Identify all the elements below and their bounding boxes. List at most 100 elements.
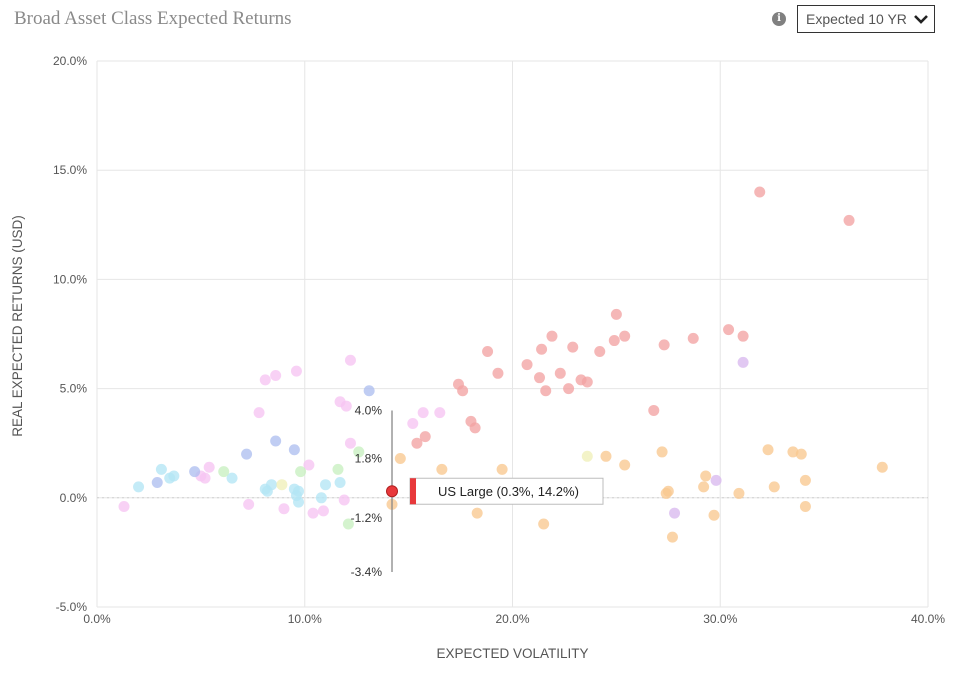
- data-point[interactable]: [320, 479, 332, 491]
- data-point[interactable]: [344, 354, 356, 366]
- data-point[interactable]: [340, 400, 352, 412]
- data-point[interactable]: [554, 367, 566, 379]
- data-point[interactable]: [471, 507, 483, 519]
- data-point[interactable]: [118, 501, 130, 513]
- data-point[interactable]: [155, 463, 167, 475]
- data-point[interactable]: [610, 308, 622, 320]
- data-point[interactable]: [133, 481, 145, 493]
- data-point[interactable]: [754, 186, 766, 198]
- data-point[interactable]: [648, 404, 660, 416]
- data-point[interactable]: [540, 385, 552, 397]
- data-point[interactable]: [315, 492, 327, 504]
- data-point[interactable]: [419, 431, 431, 443]
- data-point[interactable]: [266, 479, 278, 491]
- data-point[interactable]: [619, 459, 631, 471]
- data-point[interactable]: [795, 448, 807, 460]
- highlighted-point[interactable]: [386, 485, 399, 498]
- info-icon[interactable]: i: [772, 12, 786, 26]
- data-point[interactable]: [666, 531, 678, 543]
- data-point[interactable]: [660, 487, 672, 499]
- data-point[interactable]: [581, 376, 593, 388]
- data-point[interactable]: [619, 330, 631, 342]
- tooltip-label: US Large (0.3%, 14.2%): [438, 484, 579, 499]
- data-point[interactable]: [546, 330, 558, 342]
- data-point[interactable]: [534, 372, 546, 384]
- data-point[interactable]: [843, 214, 855, 226]
- data-point[interactable]: [710, 474, 722, 486]
- data-point[interactable]: [799, 501, 811, 513]
- data-point[interactable]: [334, 477, 346, 489]
- highlight-layer: 4.0% 1.8% -1.2% -3.4% US Large (0.3%, 14.2%): [351, 403, 604, 579]
- data-point[interactable]: [270, 369, 282, 381]
- data-point[interactable]: [189, 466, 201, 478]
- data-point[interactable]: [787, 446, 799, 458]
- data-point[interactable]: [581, 450, 593, 462]
- data-point[interactable]: [698, 481, 710, 493]
- data-point[interactable]: [276, 479, 288, 491]
- data-point[interactable]: [407, 418, 419, 430]
- data-point[interactable]: [492, 367, 504, 379]
- data-point[interactable]: [434, 407, 446, 419]
- data-point[interactable]: [417, 407, 429, 419]
- tooltip-box: [409, 477, 604, 505]
- data-point[interactable]: [700, 470, 712, 482]
- data-point[interactable]: [278, 503, 290, 515]
- data-point[interactable]: [394, 452, 406, 464]
- data-point[interactable]: [733, 487, 745, 499]
- data-point[interactable]: [303, 459, 315, 471]
- data-point[interactable]: [658, 339, 670, 351]
- data-point[interactable]: [344, 437, 356, 449]
- data-point[interactable]: [243, 498, 255, 510]
- data-point[interactable]: [295, 466, 307, 478]
- data-point[interactable]: [290, 365, 302, 377]
- data-point[interactable]: [241, 448, 253, 460]
- data-point[interactable]: [253, 407, 265, 419]
- horizon-select[interactable]: Expected 10 YR: [797, 5, 935, 33]
- data-point[interactable]: [151, 477, 163, 489]
- data-point[interactable]: [436, 463, 448, 475]
- data-point[interactable]: [563, 383, 575, 395]
- data-point[interactable]: [737, 356, 749, 368]
- data-point[interactable]: [363, 385, 375, 397]
- data-point[interactable]: [332, 463, 344, 475]
- x-tick-label: 20.0%: [495, 612, 529, 626]
- data-point[interactable]: [226, 472, 238, 484]
- data-point[interactable]: [307, 507, 319, 519]
- data-point[interactable]: [338, 494, 350, 506]
- data-point[interactable]: [290, 490, 302, 502]
- data-point[interactable]: [762, 444, 774, 456]
- data-point[interactable]: [768, 481, 780, 493]
- data-point[interactable]: [608, 335, 620, 347]
- data-point[interactable]: [723, 324, 735, 336]
- data-point[interactable]: [538, 518, 550, 530]
- data-point[interactable]: [203, 461, 215, 473]
- data-point[interactable]: [687, 332, 699, 344]
- range-label: 4.0%: [355, 403, 383, 417]
- data-point[interactable]: [457, 385, 469, 397]
- data-point[interactable]: [288, 444, 300, 456]
- data-point[interactable]: [168, 470, 180, 482]
- data-point[interactable]: [521, 359, 533, 371]
- data-point[interactable]: [708, 509, 720, 521]
- data-point[interactable]: [259, 374, 271, 386]
- data-point[interactable]: [737, 330, 749, 342]
- data-point[interactable]: [567, 341, 579, 353]
- data-point[interactable]: [656, 446, 668, 458]
- data-point[interactable]: [218, 466, 230, 478]
- data-point[interactable]: [317, 505, 329, 517]
- data-point[interactable]: [270, 435, 282, 447]
- data-point[interactable]: [594, 345, 606, 357]
- data-point[interactable]: [536, 343, 548, 355]
- data-point[interactable]: [353, 446, 365, 458]
- data-point[interactable]: [342, 518, 354, 530]
- data-point[interactable]: [600, 450, 612, 462]
- data-point[interactable]: [411, 437, 423, 449]
- data-point[interactable]: [876, 461, 888, 473]
- data-point[interactable]: [496, 463, 508, 475]
- y-tick-label: -5.0%: [56, 600, 88, 614]
- data-point[interactable]: [669, 507, 681, 519]
- data-point[interactable]: [469, 422, 481, 434]
- data-point[interactable]: [482, 345, 494, 357]
- data-point[interactable]: [799, 474, 811, 486]
